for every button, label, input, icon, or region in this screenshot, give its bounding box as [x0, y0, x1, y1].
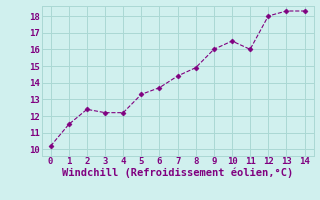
X-axis label: Windchill (Refroidissement éolien,°C): Windchill (Refroidissement éolien,°C)	[62, 168, 293, 178]
